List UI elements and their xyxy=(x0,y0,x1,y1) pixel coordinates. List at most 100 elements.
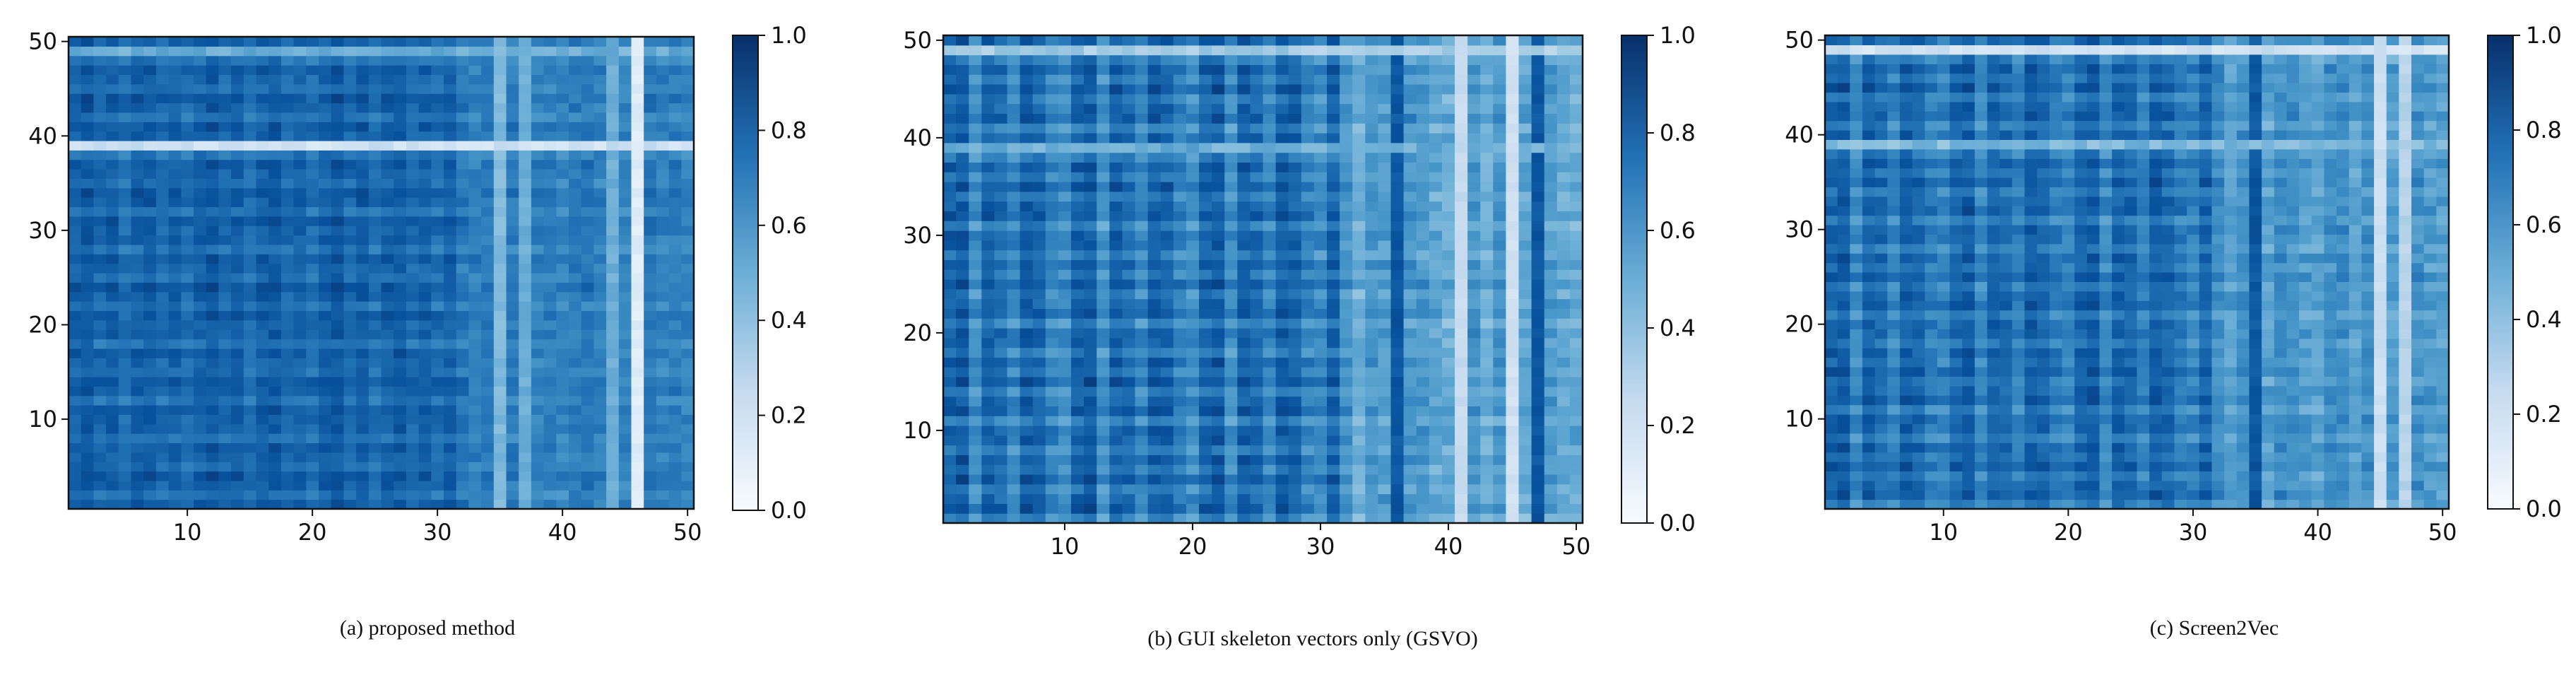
heatmap-cell xyxy=(418,131,432,141)
heatmap-cell xyxy=(280,93,295,104)
heatmap-cell xyxy=(293,490,307,500)
heatmap-cell xyxy=(981,45,995,56)
heatmap-cell xyxy=(556,216,569,226)
heatmap-cell xyxy=(256,140,269,151)
heatmap-cell xyxy=(168,339,182,349)
heatmap-cell xyxy=(1224,259,1238,270)
heatmap-cell xyxy=(118,83,132,94)
heatmap-cell xyxy=(1531,84,1545,95)
heatmap-cell xyxy=(106,471,119,481)
heatmap-cell xyxy=(1531,416,1545,426)
heatmap-cell xyxy=(206,367,219,377)
heatmap-cell xyxy=(1122,113,1136,124)
heatmap-cell xyxy=(519,490,532,500)
heatmap-cell xyxy=(943,435,957,446)
heatmap-cell xyxy=(1058,416,1072,426)
heatmap-cell xyxy=(543,65,557,76)
heatmap-cell xyxy=(1032,367,1046,377)
heatmap-cell xyxy=(943,64,957,75)
heatmap-cell xyxy=(168,225,182,236)
heatmap-cell xyxy=(956,35,969,46)
heatmap-cell xyxy=(1556,328,1571,339)
heatmap-cell xyxy=(468,131,482,141)
heatmap-cell xyxy=(168,102,182,113)
heatmap-cell xyxy=(618,37,632,47)
heatmap-cell xyxy=(956,367,969,377)
heatmap-cell xyxy=(1403,250,1417,260)
heatmap-cell xyxy=(1340,513,1353,524)
heatmap-cell xyxy=(681,37,695,47)
heatmap-cell xyxy=(118,197,132,208)
heatmap-cell xyxy=(1416,474,1430,485)
heatmap-cell xyxy=(1288,454,1302,465)
heatmap-cell xyxy=(418,310,432,321)
heatmap-cell xyxy=(306,74,319,85)
heatmap-cell xyxy=(181,282,194,293)
heatmap-cell xyxy=(956,445,969,455)
heatmap-cell xyxy=(1378,133,1392,143)
heatmap-cell xyxy=(81,83,94,94)
heatmap-cell xyxy=(155,367,170,377)
heatmap-cell xyxy=(356,282,370,293)
heatmap-cell xyxy=(481,386,495,397)
heatmap-cell xyxy=(1441,133,1455,143)
heatmap-cell xyxy=(1467,328,1481,339)
heatmap-cell xyxy=(356,112,370,122)
heatmap-cell xyxy=(1544,337,1558,348)
heatmap-cell xyxy=(1378,493,1392,504)
heatmap-cell xyxy=(1020,103,1034,114)
heatmap-cell xyxy=(343,282,357,293)
heatmap-cell xyxy=(143,112,157,122)
heatmap-cell xyxy=(1122,133,1136,143)
heatmap-cell xyxy=(468,291,482,302)
heatmap-cell xyxy=(231,197,244,208)
heatmap-cell xyxy=(194,376,207,387)
heatmap-cell xyxy=(631,490,644,500)
heatmap-cell xyxy=(1122,279,1136,290)
heatmap-cell xyxy=(131,386,144,397)
heatmap-cell xyxy=(1327,425,1340,436)
heatmap-cell xyxy=(1032,416,1046,426)
heatmap-cell xyxy=(206,282,219,293)
heatmap-cell xyxy=(1455,250,1468,260)
heatmap-cell xyxy=(1467,182,1481,192)
heatmap-cell xyxy=(280,367,295,377)
heatmap-cell xyxy=(1518,250,1532,260)
heatmap-cell xyxy=(1569,464,1583,475)
heatmap-cell xyxy=(1224,103,1238,114)
heatmap-cell xyxy=(155,178,170,189)
heatmap-cell xyxy=(1556,221,1571,231)
heatmap-cell xyxy=(506,405,519,415)
heatmap-cell xyxy=(506,462,519,472)
heatmap-cell xyxy=(1455,230,1468,241)
heatmap-cell xyxy=(1288,211,1302,221)
heatmap-cell xyxy=(1147,93,1162,105)
heatmap-cell xyxy=(1288,259,1302,270)
heatmap-cell xyxy=(1493,386,1506,397)
heatmap-cell xyxy=(631,263,644,274)
heatmap-cell xyxy=(319,291,332,302)
heatmap-cell xyxy=(356,329,370,340)
heatmap-cell xyxy=(956,474,969,485)
heatmap-cell xyxy=(1378,221,1392,231)
heatmap-cell xyxy=(106,150,119,160)
heatmap-cell xyxy=(1288,103,1302,114)
heatmap-cell xyxy=(1020,493,1034,504)
heatmap-cell xyxy=(1275,201,1289,211)
heatmap-cell xyxy=(356,263,370,274)
heatmap-cell xyxy=(1237,483,1251,495)
heatmap-cell xyxy=(656,65,670,76)
heatmap-cell xyxy=(268,414,282,425)
heatmap-cell xyxy=(293,83,307,94)
heatmap-cell xyxy=(1058,172,1072,182)
heatmap-cell xyxy=(293,235,307,245)
heatmap-cell xyxy=(1327,230,1340,241)
heatmap-cell xyxy=(306,348,319,358)
heatmap-cell xyxy=(1518,64,1532,75)
heatmap-cell xyxy=(1160,377,1174,387)
heatmap-cell xyxy=(231,367,244,377)
heatmap-cell xyxy=(194,83,207,94)
heatmap-cell xyxy=(956,74,969,85)
heatmap-cell xyxy=(1186,211,1200,221)
heatmap-cell xyxy=(1147,347,1162,358)
